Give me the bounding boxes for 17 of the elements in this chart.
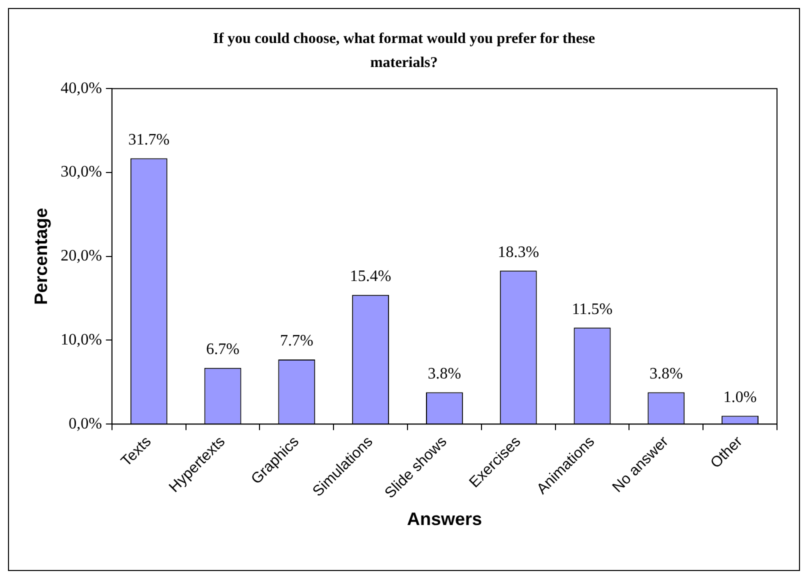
chart-title: If you could choose, what format would you prefer for these materials? (212, 30, 596, 73)
y-tick-label: 0,0% (68, 415, 102, 432)
data-label: 1.0% (723, 388, 757, 406)
data-label: 15.4% (350, 268, 392, 286)
data-label: 6.7% (206, 341, 240, 358)
data-label: 18.3% (498, 244, 540, 261)
data-label: 31.7% (128, 131, 170, 148)
y-tick-label: 10,0% (60, 331, 102, 348)
x-axis-title: Answers (406, 509, 482, 530)
y-tick-label: 20,0% (60, 248, 102, 265)
data-label: 3.8% (649, 365, 683, 382)
y-axis-title: Percentage (30, 208, 51, 305)
data-label: 3.8% (428, 365, 462, 382)
data-label: 7.7% (280, 332, 314, 350)
y-tick-label: 30,0% (60, 164, 102, 181)
data-label: 11.5% (572, 300, 613, 318)
y-tick-label: 40,0% (60, 80, 102, 97)
